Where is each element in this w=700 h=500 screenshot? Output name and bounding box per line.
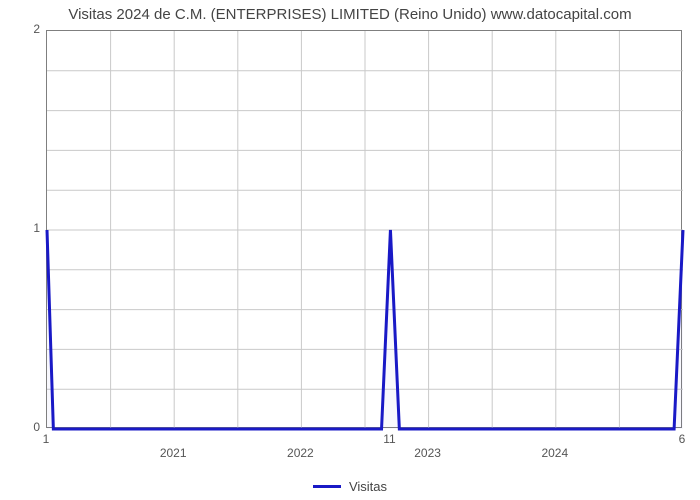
y-tick-label: 1: [16, 221, 40, 235]
extra-bottom-label: 6: [679, 432, 686, 446]
data-series: [47, 31, 683, 429]
chart-container: Visitas 2024 de C.M. (ENTERPRISES) LIMIT…: [0, 0, 700, 500]
y-tick-label: 2: [16, 22, 40, 36]
chart-title: Visitas 2024 de C.M. (ENTERPRISES) LIMIT…: [0, 6, 700, 23]
plot-area: [46, 30, 682, 428]
x-tick-label: 2024: [541, 446, 568, 460]
x-tick-label: 2022: [287, 446, 314, 460]
extra-bottom-label: 1: [43, 432, 50, 446]
legend-label: Visitas: [349, 479, 387, 494]
legend-swatch: [313, 485, 341, 488]
y-tick-label: 0: [16, 420, 40, 434]
x-tick-label: 2021: [160, 446, 187, 460]
legend: Visitas: [0, 478, 700, 494]
x-tick-label: 2023: [414, 446, 441, 460]
extra-bottom-label: 11: [383, 432, 395, 446]
